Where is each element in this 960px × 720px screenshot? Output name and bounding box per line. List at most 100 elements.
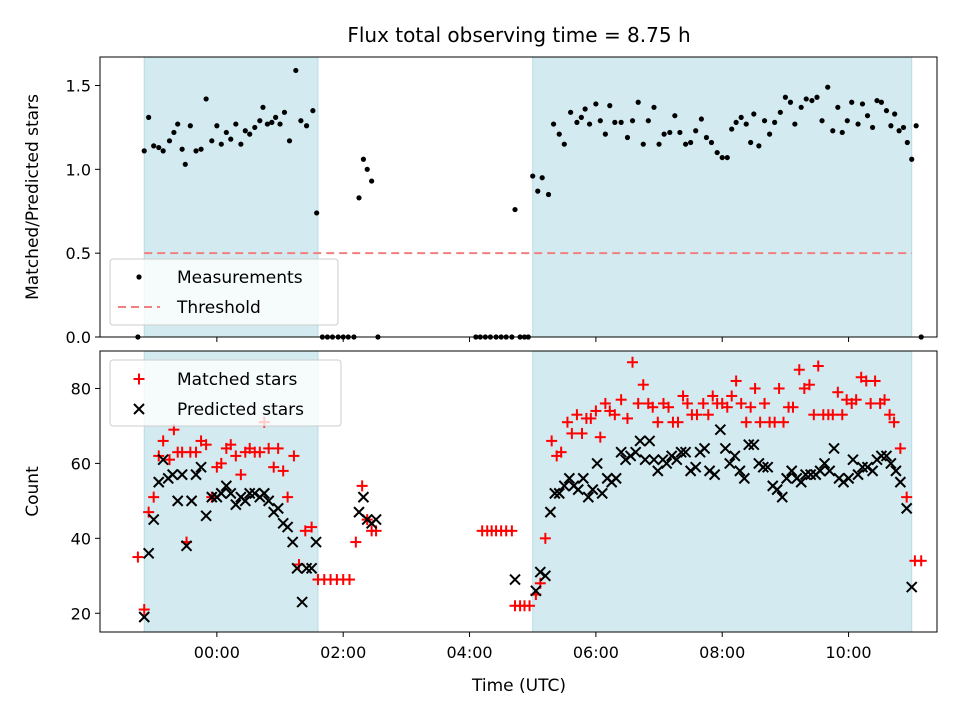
x-stroke-b <box>852 468 864 481</box>
measurement-point <box>561 141 567 147</box>
predicted-star-point <box>629 446 642 458</box>
predicted-star-point <box>225 487 237 500</box>
x-stroke-b <box>171 495 184 507</box>
legend-label-threshold: Threshold <box>176 298 261 318</box>
x-tick-label: 08:00 <box>699 643 745 662</box>
measurement-point <box>809 97 815 104</box>
matched-star-point <box>263 442 275 454</box>
measurement-point <box>738 114 744 120</box>
matched-star-point <box>894 442 906 454</box>
x-axis-label: Time (UTC) <box>471 676 566 696</box>
x-stroke-b <box>629 446 642 458</box>
matched-star-point <box>627 356 639 368</box>
measurement-point <box>273 114 279 120</box>
matched-star-point <box>901 491 913 503</box>
measurement-point <box>645 118 651 124</box>
x-stroke-b <box>828 442 840 455</box>
matched-star-point <box>707 390 719 402</box>
x-stroke-b <box>708 468 721 481</box>
measurement-point <box>356 195 362 201</box>
x-stroke-b <box>615 446 627 458</box>
matched-star-point <box>157 435 169 447</box>
x-tick-label: 10:00 <box>826 643 872 662</box>
matched-star-point <box>272 442 284 454</box>
measurement-point <box>878 99 885 105</box>
x-stroke-b <box>553 487 565 500</box>
measurement-point <box>849 99 855 105</box>
predicted-star-point <box>215 487 227 500</box>
measurement-point <box>819 118 825 124</box>
x-stroke-b <box>591 457 603 470</box>
measurement-point <box>896 128 902 134</box>
predicted-star-point <box>291 562 303 575</box>
y-tick-label: 0.5 <box>66 244 91 263</box>
predicted-star-point <box>138 611 150 623</box>
y-tick-label: 40 <box>71 529 91 548</box>
matched-star-point <box>681 397 693 409</box>
x-stroke-b <box>296 596 308 608</box>
measurement-point <box>913 123 919 129</box>
x-stroke-b <box>738 472 751 485</box>
matched-star-point <box>647 401 659 413</box>
x-stroke-b <box>660 457 673 470</box>
predicted-star-point <box>185 495 198 507</box>
x-stroke-b <box>281 521 294 533</box>
x-stroke-b <box>900 502 913 515</box>
x-stroke-b <box>291 562 303 575</box>
predicted-star-point <box>157 453 169 466</box>
predicted-star-point <box>615 446 627 458</box>
legend-box <box>109 258 339 326</box>
x-stroke-b <box>577 472 589 485</box>
predicted-star-point <box>786 465 798 477</box>
x-tick-label: 02:00 <box>320 643 366 662</box>
x-tick-label: 06:00 <box>573 643 619 662</box>
matched-star-point <box>803 379 815 391</box>
measurement-point <box>651 104 657 110</box>
matched-star-point <box>282 491 294 503</box>
x-stroke-b <box>761 461 774 473</box>
predicted-star-point <box>286 536 299 548</box>
x-stroke-b <box>610 472 622 485</box>
matched-star-point <box>615 394 627 406</box>
legend-label-matched: Matched stars <box>177 370 297 390</box>
x-stroke-b <box>539 570 552 582</box>
x-stroke-b <box>675 446 687 458</box>
matched-star-point <box>827 409 839 421</box>
x-stroke-b <box>185 495 198 507</box>
x-stroke-b <box>719 442 732 455</box>
measurement-point <box>218 141 224 147</box>
predicted-star-point <box>900 502 913 515</box>
measurement-point <box>175 121 181 127</box>
matched-star-point <box>749 382 761 394</box>
measurement-point <box>539 175 545 181</box>
matched-star-point <box>702 409 714 421</box>
x-stroke-b <box>558 480 571 492</box>
x-stroke-b <box>190 468 202 481</box>
matched-star-point <box>561 416 573 428</box>
x-stroke-b <box>679 446 692 458</box>
matched-star-point <box>344 574 356 586</box>
measurement-point <box>607 103 613 109</box>
x-stroke-b <box>509 573 521 586</box>
matched-star-point <box>138 604 150 616</box>
matched-star-point <box>576 427 588 439</box>
x-stroke-b <box>357 491 370 503</box>
shaded-interval-1 <box>532 56 913 338</box>
measurement-point <box>141 148 147 154</box>
predicted-star-point <box>230 498 242 511</box>
measurement-point <box>550 121 557 127</box>
y-tick-label: 1.0 <box>66 160 91 179</box>
measurement-point <box>618 119 624 125</box>
matched-star-point <box>268 461 280 473</box>
x-stroke-b <box>757 461 769 473</box>
x-stroke-b <box>544 506 557 518</box>
x-stroke-b <box>776 491 788 503</box>
matched-star-point <box>571 409 583 421</box>
matched-star-point <box>306 521 318 533</box>
predicted-star-point <box>734 465 746 477</box>
measurement-point <box>743 121 749 127</box>
top-shaded-intervals <box>143 56 913 338</box>
predicted-star-point <box>200 510 212 522</box>
bottom-plot-frame <box>99 350 938 633</box>
predicted-star-point <box>743 438 755 451</box>
